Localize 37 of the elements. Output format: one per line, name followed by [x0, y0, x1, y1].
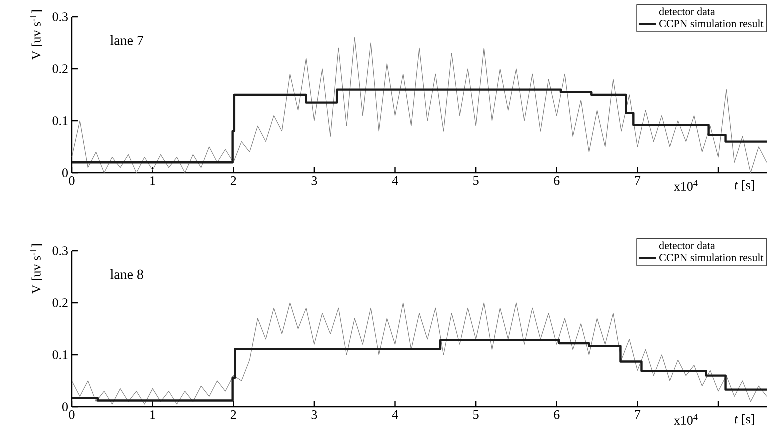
- x-tick-label: 3: [312, 410, 318, 420]
- x-tick-label: 0: [69, 410, 75, 420]
- legend-label: detector data: [659, 242, 716, 250]
- y-tick-label: 0.1: [52, 116, 68, 126]
- annotation: lane 8: [110, 269, 144, 280]
- text: x10$^{4}$: [674, 180, 698, 191]
- x-axis-title: t [s]: [734, 180, 754, 192]
- y-tick-label: 0: [62, 168, 68, 178]
- x-tick-label: 6: [554, 410, 560, 420]
- x-tick-label: 0: [69, 176, 75, 186]
- legend-label: CCPN simulation result: [660, 20, 764, 28]
- x-tick-label: 6: [554, 176, 560, 186]
- x-tick-label: 2: [230, 410, 236, 420]
- y-axis-title: V [uv s$^{-1}$]: [30, 244, 42, 294]
- y-tick-label: 0.1: [52, 350, 68, 360]
- y-tick-label: 0.3: [52, 246, 68, 256]
- y-tick-label: 0: [62, 402, 68, 412]
- y-tick-label: 0.2: [52, 64, 68, 74]
- x-tick-label: 1: [150, 176, 156, 186]
- x-tick-label: 5: [474, 410, 479, 420]
- x-tick-label: 1: [150, 410, 156, 420]
- x-axis-title: t [s]: [734, 414, 754, 426]
- y-axis-title: V [uv s$^{-1}$]: [30, 10, 42, 60]
- y-tick-label: 0.2: [52, 298, 68, 308]
- text: x10$^{4}$: [674, 414, 698, 425]
- x-tick-label: 3: [312, 176, 318, 186]
- legend-label: detector data: [659, 8, 716, 16]
- x-tick-label: 7: [635, 176, 641, 185]
- x-tick-label: 4: [392, 410, 398, 420]
- line-series: [72, 302, 767, 405]
- annotation: lane 7: [110, 35, 144, 46]
- y-tick-label: 0.3: [52, 12, 68, 22]
- x-tick-label: 4: [392, 176, 398, 186]
- x-tick-label: 5: [474, 176, 479, 186]
- x-tick-label: 7: [635, 410, 641, 419]
- legend-label: CCPN simulation result: [660, 254, 764, 262]
- x-tick-label: 2: [230, 176, 236, 186]
